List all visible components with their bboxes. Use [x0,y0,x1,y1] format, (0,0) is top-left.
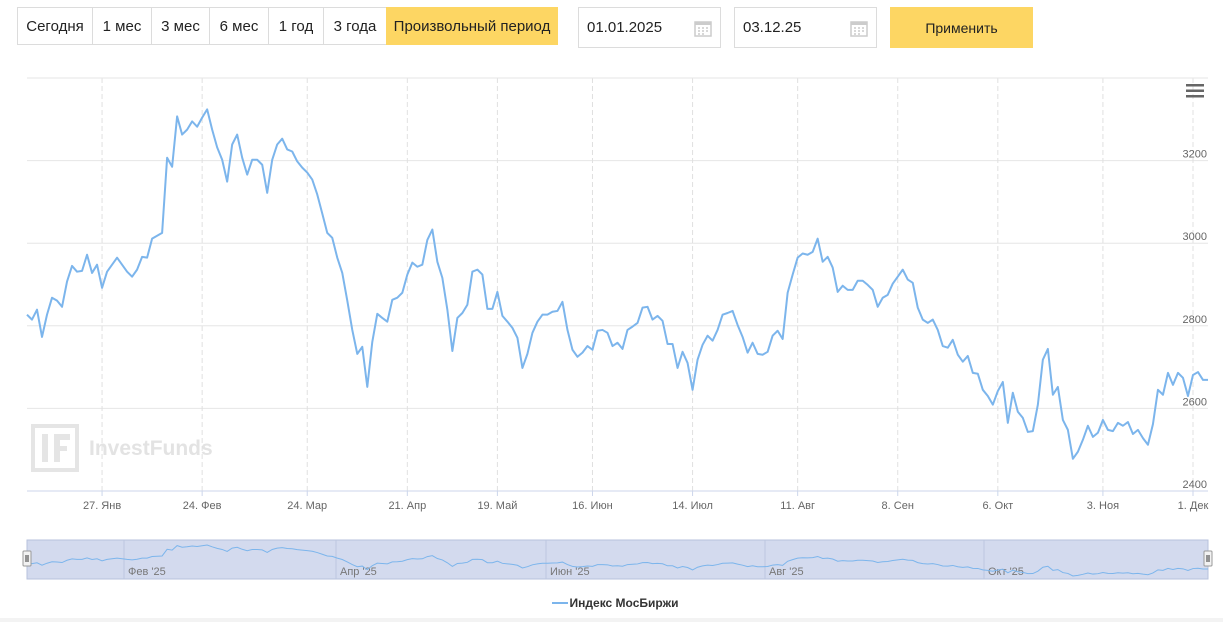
watermark-text: InvestFunds [89,437,213,460]
x-tick-label: 21. Апр [388,500,426,512]
navigator-label: Авг '25 [769,566,804,578]
navigator-background [26,539,1209,580]
range-button[interactable]: 1 мес [92,7,152,45]
watermark-logo [54,446,67,451]
x-tick-label: 6. Окт [982,500,1013,512]
x-tick-label: 11. Авг [780,500,815,512]
range-button[interactable]: 1 год [268,7,324,45]
menu-bar[interactable] [1186,95,1204,98]
y-tick-label: 2800 [1183,314,1207,326]
calendar-icon[interactable] [850,19,868,37]
y-tick-label: 3200 [1183,149,1207,161]
y-tick-label: 2600 [1183,396,1207,408]
navigator-label: Фев '25 [128,566,166,578]
x-tick-label: 24. Мар [287,500,327,512]
date-to: 03.12.25 [743,19,802,36]
navigator-label: Апр '25 [340,566,377,578]
range-button[interactable]: 3 года [323,7,387,45]
x-tick-label: 16. Июн [572,500,613,512]
footer-line [0,618,1223,622]
x-tick-label: 24. Фев [183,500,222,512]
x-tick-label: 14. Июл [672,500,713,512]
watermark-logo [54,434,70,440]
navigator-line [26,544,1208,577]
range-buttons: Сегодня 1 мес 3 мес 6 мес 1 год 3 года П… [17,7,558,45]
calendar-icon[interactable] [694,19,712,37]
x-tick-label: 3. Ноя [1087,500,1119,512]
y-tick-label: 3000 [1183,231,1207,243]
menu-icon[interactable] [1186,84,1204,98]
x-tick-label: 1. Дек [1178,500,1209,512]
menu-bar[interactable] [1186,84,1204,87]
x-tick-label: 27. Янв [83,500,121,512]
apply-button[interactable]: Применить [890,7,1033,48]
date-input[interactable]: 01.01.2025 [578,7,721,48]
y-tick-label: 2400 [1183,479,1207,491]
watermark: InvestFunds [31,424,213,472]
navigator-handle[interactable] [1203,550,1213,567]
navigator-label: Июн '25 [550,566,590,578]
x-tick-label: 8. Сен [882,500,914,512]
navigator-handle[interactable] [22,550,32,567]
date-input[interactable]: 03.12.25 [734,7,877,48]
range-button[interactable]: Произвольный период [386,7,558,45]
legend-label[interactable]: Индекс МосБиржи [570,596,679,610]
range-button[interactable]: 6 мес [209,7,269,45]
range-button[interactable]: 3 мес [151,7,210,45]
watermark-logo [31,424,79,472]
menu-bar[interactable] [1186,89,1204,93]
x-tick-label: 19. Май [477,500,517,512]
watermark-logo [42,434,48,462]
date-from: 01.01.2025 [587,19,663,36]
series-line [26,108,1208,460]
range-button[interactable]: Сегодня [17,7,93,45]
